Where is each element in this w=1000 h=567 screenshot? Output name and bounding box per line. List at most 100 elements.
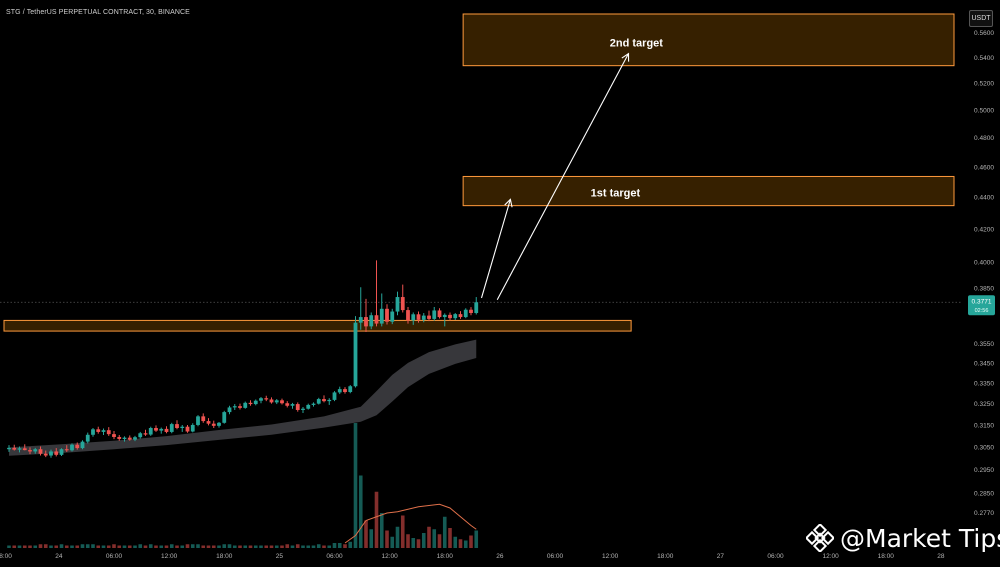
candle[interactable] — [442, 313, 447, 327]
candle[interactable] — [180, 424, 185, 432]
candle[interactable] — [17, 446, 22, 453]
candle[interactable] — [290, 402, 295, 409]
ema-band — [9, 339, 477, 456]
candle[interactable] — [311, 402, 316, 407]
candle[interactable] — [301, 407, 305, 413]
candle[interactable] — [143, 429, 148, 436]
candle[interactable] — [91, 428, 95, 437]
candle[interactable] — [175, 420, 179, 430]
candle[interactable] — [43, 450, 48, 458]
candle[interactable] — [353, 316, 358, 388]
candle[interactable] — [80, 440, 85, 450]
candle[interactable] — [148, 426, 153, 436]
candle[interactable] — [154, 425, 158, 432]
candle[interactable] — [322, 395, 326, 403]
candle[interactable] — [201, 413, 206, 423]
candle[interactable] — [138, 431, 143, 439]
candle[interactable] — [211, 420, 216, 429]
candle[interactable] — [101, 428, 106, 436]
candle[interactable] — [196, 415, 200, 427]
candle[interactable] — [469, 307, 473, 316]
arrow-to-2nd-target[interactable] — [496, 52, 630, 300]
candle[interactable] — [474, 297, 479, 315]
candle[interactable] — [437, 308, 442, 319]
arrow-to-1st-target[interactable] — [480, 198, 513, 299]
candle[interactable] — [133, 435, 137, 442]
candle[interactable] — [117, 435, 122, 441]
candle[interactable] — [327, 398, 332, 405]
candle[interactable] — [411, 312, 416, 325]
candle[interactable] — [38, 446, 43, 456]
candle[interactable] — [106, 427, 111, 436]
candle[interactable] — [217, 421, 221, 428]
candle[interactable] — [206, 418, 211, 426]
candle[interactable] — [369, 312, 374, 330]
candle[interactable] — [458, 311, 463, 319]
candle[interactable] — [264, 395, 269, 402]
candle[interactable] — [7, 445, 11, 452]
candle[interactable] — [427, 310, 431, 322]
candle[interactable] — [374, 260, 379, 327]
candle[interactable] — [390, 308, 395, 325]
candle[interactable] — [159, 427, 164, 434]
zone-1st-target[interactable] — [462, 175, 955, 207]
candle[interactable] — [385, 304, 389, 325]
candle[interactable] — [253, 399, 258, 406]
candle[interactable] — [379, 293, 384, 327]
candle[interactable] — [28, 447, 32, 455]
candle[interactable] — [112, 431, 116, 440]
candle[interactable] — [316, 397, 321, 405]
candle[interactable] — [295, 402, 300, 412]
candle[interactable] — [432, 306, 437, 321]
candle[interactable] — [348, 385, 353, 394]
candle[interactable] — [127, 435, 132, 441]
candle[interactable] — [227, 405, 232, 415]
candle[interactable] — [232, 404, 237, 410]
candle[interactable] — [421, 313, 426, 323]
candle[interactable] — [280, 398, 284, 405]
candle[interactable] — [96, 426, 101, 434]
candle[interactable] — [285, 401, 290, 408]
volume-bar — [374, 491, 379, 548]
candle[interactable] — [238, 403, 242, 410]
candle[interactable] — [406, 306, 410, 324]
candle[interactable] — [75, 442, 80, 450]
candle[interactable] — [12, 444, 17, 451]
zone-2nd-target[interactable] — [462, 13, 955, 67]
candle[interactable] — [416, 311, 421, 323]
candle[interactable] — [358, 287, 363, 330]
candle[interactable] — [343, 387, 347, 394]
candle[interactable] — [248, 400, 253, 406]
candle[interactable] — [169, 422, 174, 434]
candle[interactable] — [49, 449, 53, 458]
zone-support[interactable] — [3, 319, 632, 332]
candle[interactable] — [164, 426, 169, 434]
candle[interactable] — [395, 291, 400, 316]
candle[interactable] — [243, 401, 248, 409]
candle[interactable] — [22, 444, 27, 451]
candle[interactable] — [259, 396, 263, 404]
candle[interactable] — [54, 448, 59, 457]
currency-button[interactable]: USDT — [969, 10, 993, 27]
candle[interactable] — [400, 284, 405, 313]
candle[interactable] — [364, 298, 368, 333]
candle[interactable] — [274, 399, 279, 405]
volume-bar — [96, 545, 101, 548]
candle[interactable] — [306, 403, 311, 410]
candle[interactable] — [222, 410, 227, 424]
candle[interactable] — [463, 308, 468, 319]
candle[interactable] — [332, 391, 337, 402]
candle[interactable] — [59, 448, 64, 456]
candle[interactable] — [337, 386, 342, 395]
candle[interactable] — [448, 312, 452, 321]
candle[interactable] — [64, 445, 69, 452]
candle[interactable] — [185, 424, 190, 433]
candle[interactable] — [33, 447, 38, 454]
candle[interactable] — [190, 423, 195, 433]
candle[interactable] — [453, 313, 458, 321]
candle[interactable] — [269, 397, 274, 404]
candle[interactable] — [85, 432, 90, 444]
candle[interactable] — [70, 443, 74, 452]
candle[interactable] — [122, 436, 127, 442]
